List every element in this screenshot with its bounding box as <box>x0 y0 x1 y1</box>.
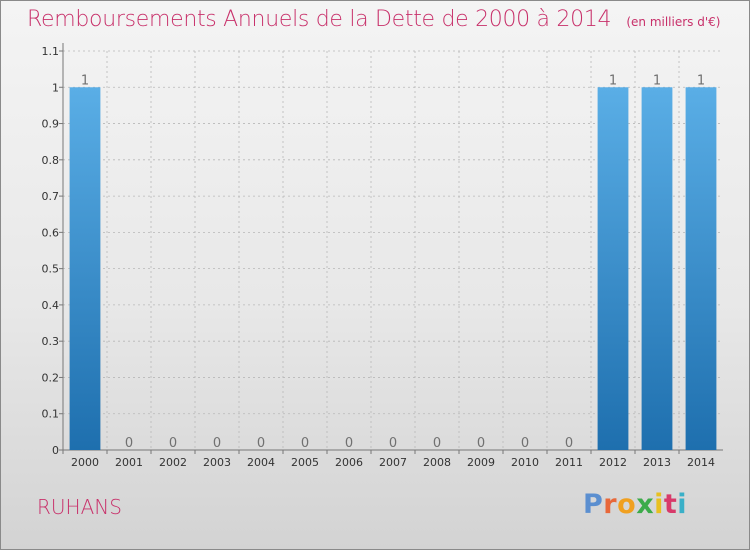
bar <box>641 87 673 450</box>
y-tick-label: 1 <box>52 81 59 94</box>
x-tick-label: 2005 <box>291 456 319 469</box>
x-tick-label: 2011 <box>555 456 583 469</box>
brand-logo-letter: P <box>583 489 604 520</box>
bars <box>69 87 717 450</box>
bar <box>597 87 629 450</box>
brand-logo-letter: i <box>677 489 688 520</box>
chart-title: Remboursements Annuels de la Dette de 20… <box>27 7 612 32</box>
bar-value-label: 1 <box>697 73 705 88</box>
y-tick-label: 0.7 <box>42 190 60 203</box>
bar-value-label: 0 <box>213 436 221 451</box>
x-tick-label: 2002 <box>159 456 187 469</box>
bar-value-label: 0 <box>125 436 133 451</box>
y-tick-label: 0.2 <box>42 371 60 384</box>
bar-value-label: 0 <box>565 436 573 451</box>
brand-logo-letter: t <box>663 489 678 520</box>
x-tick-label: 2006 <box>335 456 363 469</box>
commune-name: RUHANS <box>37 495 122 519</box>
x-tick-label: 2007 <box>379 456 407 469</box>
x-tick-label: 2013 <box>643 456 671 469</box>
bar-value-label: 0 <box>521 436 529 451</box>
brand-logo-letter: r <box>603 489 618 520</box>
title-row: Remboursements Annuels de la Dette de 20… <box>27 7 720 32</box>
x-tick-label: 2008 <box>423 456 451 469</box>
y-tick-label: 0 <box>52 444 59 457</box>
data-labels: 1 0 0 0 0 0 0 0 0 0 0 0 1 1 1 <box>81 73 705 451</box>
bar-value-label: 0 <box>389 436 397 451</box>
x-tick-label: 2000 <box>71 456 99 469</box>
y-tick-label: 0.9 <box>42 118 60 131</box>
y-tick-label: 0.4 <box>42 299 60 312</box>
y-tick-label: 0.6 <box>42 226 60 239</box>
y-tick-label: 0.1 <box>42 408 60 421</box>
y-tick-label: 0.8 <box>42 154 60 167</box>
y-tick-label: 0.3 <box>42 335 60 348</box>
x-tick-label: 2014 <box>687 456 715 469</box>
y-tick-label: 1.1 <box>42 45 60 58</box>
bar-value-label: 0 <box>301 436 309 451</box>
x-tick-label: 2010 <box>511 456 539 469</box>
brand-logo: Proxiti <box>583 489 687 520</box>
bar <box>69 87 101 450</box>
bar-value-label: 1 <box>81 73 89 88</box>
bar-value-label: 1 <box>653 73 661 88</box>
bar-value-label: 0 <box>345 436 353 451</box>
brand-logo-letter: x <box>636 489 655 520</box>
chart-subtitle: (en milliers d'€) <box>626 15 721 29</box>
y-tick-label: 0.5 <box>42 263 60 276</box>
brand-logo-letter: o <box>617 489 637 520</box>
x-tick-label: 2004 <box>247 456 275 469</box>
x-tick-label: 2003 <box>203 456 231 469</box>
x-tick-label: 2012 <box>599 456 627 469</box>
bar-value-label: 0 <box>257 436 265 451</box>
bar-value-label: 0 <box>169 436 177 451</box>
brand-logo-letter: i <box>654 489 664 520</box>
x-tick-label: 2009 <box>467 456 495 469</box>
axes: 0 0.1 0.2 0.3 0.4 0.5 0.6 0.7 0.8 0.9 1 1.1 2000 2001… <box>42 43 723 469</box>
x-tick-label: 2001 <box>115 456 143 469</box>
bar-value-label: 1 <box>609 73 617 88</box>
bar <box>685 87 717 450</box>
bar-value-label: 0 <box>433 436 441 451</box>
bar-value-label: 0 <box>477 436 485 451</box>
